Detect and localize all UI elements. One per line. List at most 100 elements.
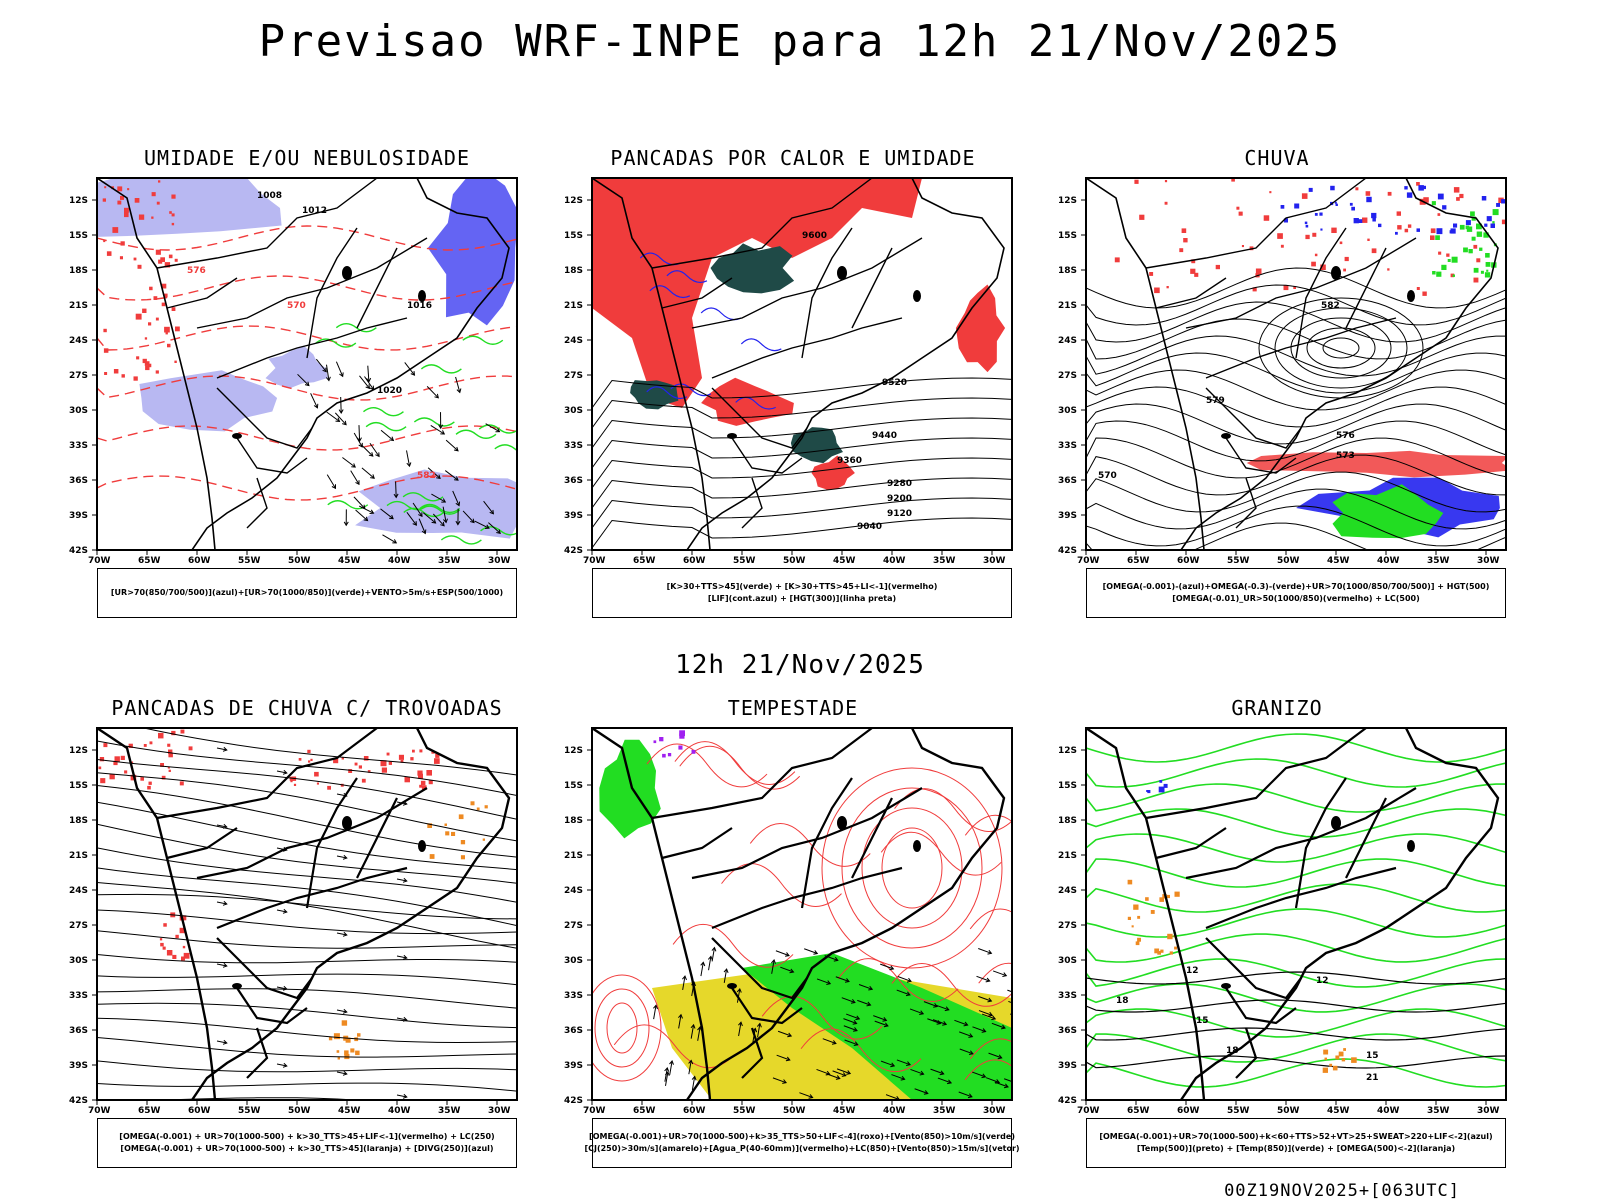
lat-tick-label: 30S	[1058, 956, 1077, 966]
lat-tick-label: 15S	[1058, 781, 1077, 791]
shaded-area	[469, 442, 507, 453]
lon-tick-label: 40W	[883, 556, 906, 566]
state-border	[852, 798, 892, 878]
omega-area-orange	[1339, 1052, 1344, 1057]
lat-tick-label: 30S	[1058, 406, 1077, 416]
storm-area-red	[144, 744, 147, 747]
rain-area-green	[1432, 201, 1436, 205]
storm-area-red	[110, 774, 115, 779]
rain-area-blue	[1305, 222, 1308, 225]
lat-tick-label: 15S	[69, 781, 88, 791]
contour-label: 15	[1366, 1051, 1379, 1061]
thickness-contour	[97, 326, 517, 350]
lon-tick-label: 65W	[1127, 556, 1150, 566]
lat-tick-label: 18S	[69, 266, 88, 276]
lon-tick-label: 30W	[488, 556, 511, 566]
rain-area-green	[1432, 271, 1436, 275]
rain-area-red	[1417, 287, 1420, 290]
humidity-area	[428, 172, 519, 325]
state-border	[1236, 1028, 1256, 1078]
omega-area-orange	[1329, 1064, 1332, 1067]
red-contour-fragment	[114, 369, 119, 374]
lat-tick-label: 15S	[1058, 231, 1077, 241]
storm-area-red	[317, 783, 319, 785]
red-contour-fragment	[120, 256, 123, 259]
omega-area-orange	[1159, 897, 1164, 902]
rain-area-green	[1470, 211, 1475, 216]
wind-vector	[354, 433, 362, 447]
rain-area-red	[1397, 211, 1401, 215]
contour-label: 9280	[887, 479, 912, 489]
storm-area-red	[382, 768, 387, 773]
rain-area-green	[1486, 270, 1488, 272]
wind-vector-head	[1018, 1003, 1022, 1007]
red-contour-fragment	[145, 337, 147, 339]
lon-tick-label: 60W	[1177, 556, 1200, 566]
red-contour-fragment	[138, 265, 142, 269]
lat-tick-label: 18S	[564, 266, 583, 276]
wind-vector	[382, 535, 396, 543]
rain-area-blue	[1319, 213, 1322, 216]
temperature-850-contour	[1086, 909, 1506, 937]
rain-area-red	[1139, 215, 1144, 220]
red-contour-fragment	[143, 359, 147, 363]
red-contour-fragment	[117, 201, 121, 205]
contour-label: 21	[1366, 1073, 1379, 1083]
rain-area-green	[1460, 225, 1465, 230]
rain-area-red	[1236, 207, 1239, 210]
storm-area-red	[308, 760, 310, 762]
storm-area-orange	[485, 805, 488, 808]
lake	[1331, 816, 1341, 830]
rain-area-red	[1216, 265, 1220, 269]
panel-title-pancadas-calor: PANCADAS POR CALOR E UMIDADE	[583, 146, 1003, 170]
red-contour-fragment	[152, 192, 156, 196]
severe-storm-area	[679, 730, 685, 736]
omega-area-orange	[1128, 880, 1133, 885]
precipitable-water-contour	[842, 788, 982, 948]
lake	[837, 816, 847, 830]
storm-area-red	[149, 782, 152, 785]
lon-tick-label: 40W	[388, 1106, 411, 1116]
wind-vector-head	[1013, 1080, 1017, 1084]
rain-area-blue	[1359, 219, 1363, 223]
state-border	[852, 248, 892, 328]
temperature-850-contour	[1086, 959, 1506, 987]
panel-title-umidade: UMIDADE E/OU NEBULOSIDADE	[97, 146, 517, 170]
rain-area-red	[1446, 254, 1449, 257]
humidity-area	[355, 470, 543, 539]
lat-tick-label: 12S	[1058, 746, 1077, 756]
rain-area-red	[1115, 257, 1120, 262]
lon-tick-label: 60W	[188, 556, 211, 566]
rain-area-red	[1459, 194, 1463, 198]
temperature-850-contour	[1086, 734, 1506, 762]
omega-area-orange	[1175, 892, 1180, 897]
storm-area-red	[405, 777, 411, 783]
wind-vector	[341, 397, 342, 413]
wind-vector	[359, 506, 373, 513]
rain-area-green	[1486, 262, 1491, 267]
storm-area-red	[419, 749, 422, 752]
storm-area-red	[167, 950, 173, 956]
red-contour-fragment	[103, 329, 106, 332]
lat-tick-label: 36S	[564, 476, 583, 486]
storm-area-red	[104, 745, 106, 747]
lon-tick-label: 45W	[1327, 1106, 1350, 1116]
red-contour-fragment	[156, 318, 159, 321]
streamline	[97, 1018, 517, 1042]
lat-tick-label: 33S	[564, 441, 583, 451]
legend-line: [LIF](cont.azul) + [HGT(300)](linha pret…	[708, 593, 896, 605]
rain-area-red	[1372, 248, 1377, 253]
storm-area-red	[160, 943, 164, 947]
rain-area-green	[1493, 209, 1499, 215]
wind-vector	[396, 481, 397, 497]
streamline	[97, 760, 517, 820]
lat-tick-label: 42S	[1058, 546, 1077, 556]
omega-area-orange	[1335, 1056, 1339, 1060]
humidity-contour	[441, 536, 481, 544]
wind-vector	[342, 457, 355, 467]
red-contour-fragment	[167, 344, 171, 348]
legend-pancadas-calor: [K>30+TTS>45](verde) + [K>30+TTS>45+LI<-…	[592, 568, 1012, 618]
rain-area-blue	[1336, 204, 1338, 206]
rain-area-green	[1479, 248, 1482, 251]
